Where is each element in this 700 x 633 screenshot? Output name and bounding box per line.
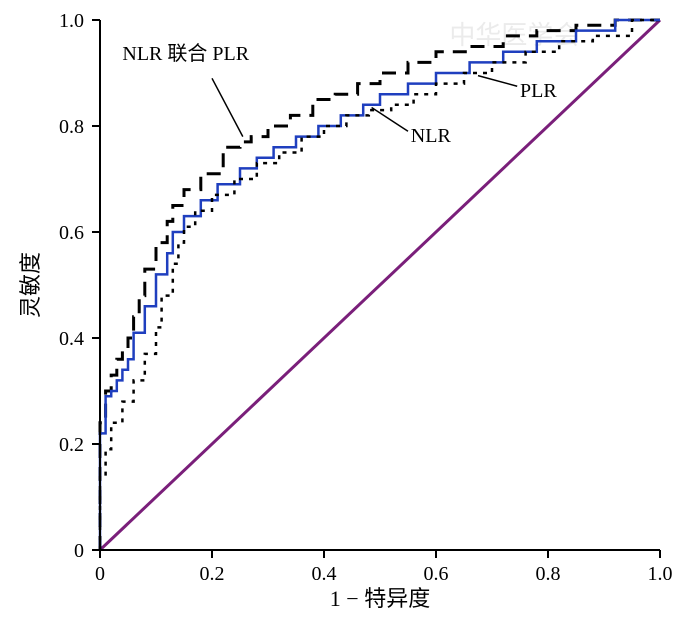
y-tick-label: 0.6 xyxy=(59,222,84,244)
x-tick-label: 0.6 xyxy=(424,563,449,585)
y-tick-label: 1.0 xyxy=(59,10,84,32)
x-tick-label: 1.0 xyxy=(648,563,673,585)
curve-label: PLR xyxy=(520,80,557,102)
y-axis-label: 灵敏度 xyxy=(18,252,43,318)
x-tick-label: 0.8 xyxy=(536,563,561,585)
y-tick-label: 0 xyxy=(74,540,84,562)
x-tick-label: 0.4 xyxy=(312,563,337,585)
curve-label: NLR 联合 PLR xyxy=(122,42,249,65)
y-tick-label: 0.2 xyxy=(59,434,84,456)
x-tick-label: 0.2 xyxy=(200,563,225,585)
x-tick-label: 0 xyxy=(95,563,105,585)
curve-label: NLR xyxy=(411,125,452,147)
roc-chart: 中华医学会NLR 联合 PLRNLRPLR00.20.40.60.81.000.… xyxy=(0,0,700,633)
x-axis-label: 1 − 特异度 xyxy=(330,586,430,611)
y-tick-label: 0.8 xyxy=(59,116,84,138)
y-tick-label: 0.4 xyxy=(59,328,84,350)
